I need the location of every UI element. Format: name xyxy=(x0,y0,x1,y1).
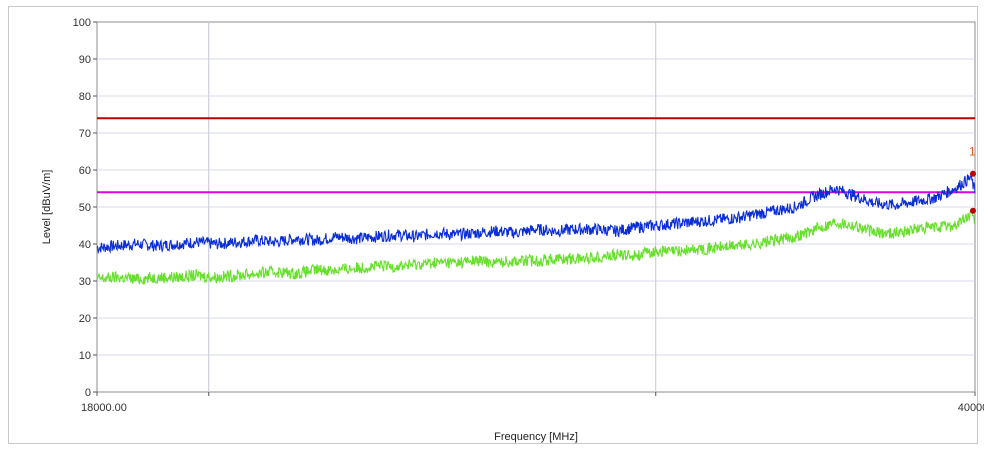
series-traces xyxy=(96,172,976,285)
marker-point xyxy=(970,170,977,177)
series-trace xyxy=(96,209,976,285)
y-tick-label: 0 xyxy=(85,387,91,399)
x-tick-label: 18000.00 xyxy=(81,402,127,414)
y-tick-label: 60 xyxy=(79,165,91,177)
x-tick-label: 40000 xyxy=(958,402,984,414)
marker-label: 1 xyxy=(969,145,976,159)
y-axis-ticks: 0 10 20 30 40 50 60 70 80 90 100 xyxy=(73,17,97,399)
series-trace xyxy=(96,172,976,255)
y-tick-label: 100 xyxy=(73,17,91,29)
marker-point xyxy=(970,207,977,214)
y-tick-label: 20 xyxy=(79,313,91,325)
y-tick-label: 80 xyxy=(79,91,91,103)
x-axis-title: Frequency [MHz] xyxy=(494,431,578,443)
y-tick-label: 90 xyxy=(79,54,91,66)
y-tick-label: 40 xyxy=(79,239,91,251)
y-tick-label: 10 xyxy=(79,350,91,362)
y-tick-label: 50 xyxy=(79,202,91,214)
y-axis-title: Level [dBuV/m] xyxy=(41,170,53,245)
grid-lines xyxy=(97,22,975,392)
markers: 1 xyxy=(969,145,977,214)
x-axis-ticks: 18000.00 40000 xyxy=(81,392,984,414)
y-tick-label: 70 xyxy=(79,128,91,140)
y-tick-label: 30 xyxy=(79,276,91,288)
